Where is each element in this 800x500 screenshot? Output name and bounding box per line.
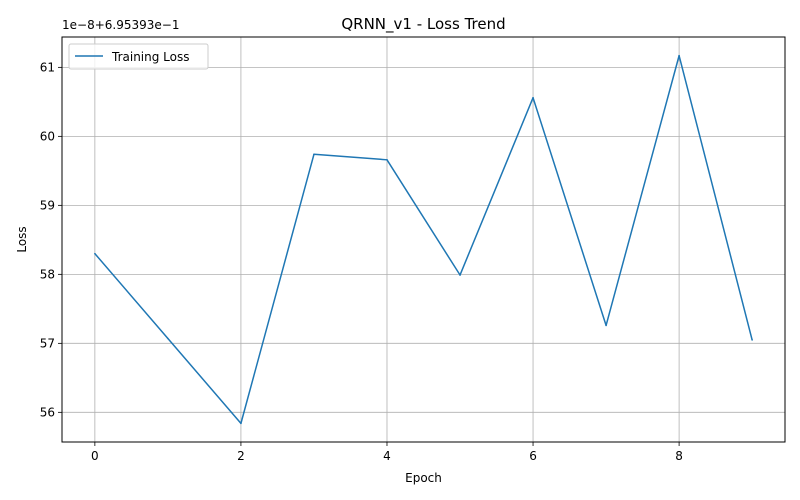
data-point [678, 54, 680, 57]
x-tick-label: 0 [91, 449, 99, 463]
x-tick-label: 8 [675, 449, 683, 463]
data-point [94, 252, 96, 255]
legend-label-training-loss: Training Loss [111, 50, 189, 64]
x-axis-label: Epoch [405, 471, 442, 485]
data-point [386, 159, 388, 161]
x-axis-ticks: 0 2 4 6 8 [91, 442, 683, 463]
y-tick-label: 56 [40, 405, 55, 419]
y-axis-offset-text: 1e−8+6.95393e−1 [62, 18, 179, 32]
data-point [751, 339, 753, 341]
y-tick-label: 61 [40, 60, 55, 74]
series-line-training-loss [94, 54, 753, 425]
legend-box [68, 43, 209, 70]
data-point [167, 337, 169, 340]
y-tick-label: 58 [40, 267, 55, 281]
data-point [240, 422, 242, 425]
y-axis-label: Loss [15, 226, 29, 252]
data-point [532, 96, 534, 99]
data-point [313, 153, 315, 156]
y-tick-label: 57 [40, 336, 55, 350]
y-axis-ticks: 56 57 58 59 60 61 [40, 60, 62, 419]
data-point [605, 324, 607, 327]
data-point [459, 274, 461, 276]
y-tick-label: 59 [40, 198, 55, 212]
series-group [94, 54, 753, 425]
x-tick-label: 4 [383, 449, 391, 463]
legend: Training Loss [68, 43, 209, 70]
y-tick-label: 60 [40, 129, 55, 143]
chart-title: QRNN_v1 - Loss Trend [341, 15, 505, 34]
x-tick-label: 6 [529, 449, 537, 463]
plot-area-frame [61, 36, 786, 443]
x-tick-label: 2 [237, 449, 245, 463]
